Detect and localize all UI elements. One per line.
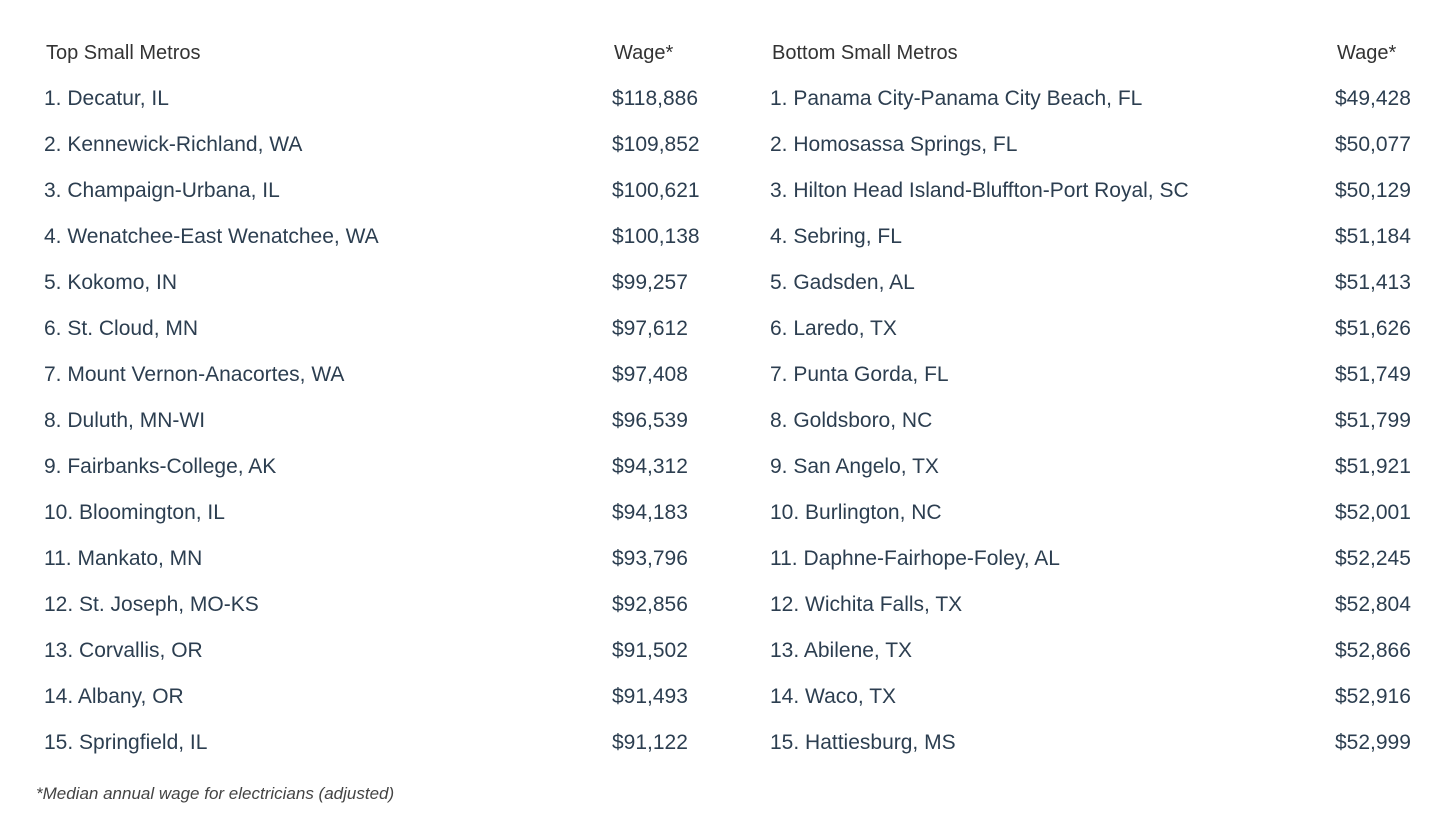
- top-metro-name: 10. Bloomington, IL: [44, 501, 225, 524]
- bottom-metro-name: 6. Laredo, TX: [770, 317, 897, 340]
- top-metro-name: 5. Kokomo, IN: [44, 271, 178, 294]
- bottom-metro-name: 13. Abilene, TX: [770, 639, 913, 662]
- bottom-metro-wage: $52,916: [1335, 685, 1411, 708]
- bottom-metro-name: 5. Gadsden, AL: [770, 271, 915, 294]
- top-metro-name: 14. Albany, OR: [44, 685, 184, 708]
- top-metro-wage: $94,312: [612, 455, 688, 478]
- top-metro-name: 3. Champaign-Urbana, IL: [44, 179, 280, 202]
- top-metro-wage: $91,493: [612, 685, 688, 708]
- bottom-metro-wage: $51,749: [1335, 363, 1411, 386]
- bottom-metro-name: 10. Burlington, NC: [770, 501, 942, 524]
- top-metro-wage: $97,408: [612, 363, 688, 386]
- bottom-metros-header: Bottom Small Metros: [772, 42, 958, 64]
- bottom-metro-wage: $49,428: [1335, 87, 1411, 110]
- bottom-metro-name: 3. Hilton Head Island-Bluffton-Port Roya…: [770, 179, 1189, 202]
- bottom-metro-name: 14. Waco, TX: [770, 685, 897, 708]
- top-metro-name: 6. St. Cloud, MN: [44, 317, 199, 340]
- top-metro-wage: $91,122: [612, 731, 688, 754]
- bottom-metro-name: 7. Punta Gorda, FL: [770, 363, 949, 386]
- bottom-metro-wage: $52,866: [1335, 639, 1411, 662]
- top-metro-wage: $99,257: [612, 271, 688, 294]
- bottom-metro-name: 15. Hattiesburg, MS: [770, 731, 956, 754]
- top-metro-name: 9. Fairbanks-College, AK: [44, 455, 277, 478]
- top-metro-wage: $118,886: [612, 87, 699, 110]
- bottom-metro-name: 12. Wichita Falls, TX: [770, 593, 963, 616]
- bottom-metro-name: 8. Goldsboro, NC: [770, 409, 933, 432]
- bottom-metro-wage: $51,626: [1335, 317, 1411, 340]
- bottom-metro-wage: $50,129: [1335, 179, 1411, 202]
- top-metro-name: 2. Kennewick-Richland, WA: [44, 133, 303, 156]
- top-metro-wage: $93,796: [612, 547, 688, 570]
- top-metro-wage: $100,621: [612, 179, 700, 202]
- top-metro-wage: $96,539: [612, 409, 688, 432]
- top-metro-name: 4. Wenatchee-East Wenatchee, WA: [44, 225, 379, 248]
- top-metro-wage: $100,138: [612, 225, 700, 248]
- bottom-wage-header: Wage*: [1337, 42, 1397, 64]
- bottom-metro-name: 4. Sebring, FL: [770, 225, 902, 248]
- bottom-metro-name: 2. Homosassa Springs, FL: [770, 133, 1018, 156]
- top-wage-header: Wage*: [614, 42, 674, 64]
- top-metro-wage: $94,183: [612, 501, 688, 524]
- bottom-metro-wage: $51,799: [1335, 409, 1411, 432]
- bottom-metro-wage: $52,804: [1335, 593, 1411, 616]
- top-metro-name: 12. St. Joseph, MO-KS: [44, 593, 259, 616]
- top-metro-name: 13. Corvallis, OR: [44, 639, 203, 662]
- bottom-metro-wage: $52,001: [1335, 501, 1411, 524]
- bottom-metro-wage: $51,184: [1335, 225, 1411, 248]
- bottom-metro-wage: $52,245: [1335, 547, 1411, 570]
- top-metro-wage: $97,612: [612, 317, 688, 340]
- top-metro-wage: $92,856: [612, 593, 688, 616]
- top-metros-header: Top Small Metros: [46, 42, 201, 64]
- top-metro-wage: $91,502: [612, 639, 688, 662]
- top-metro-wage: $109,852: [612, 133, 700, 156]
- bottom-metro-wage: $50,077: [1335, 133, 1411, 156]
- top-metro-name: 11. Mankato, MN: [44, 547, 203, 570]
- bottom-metro-name: 9. San Angelo, TX: [770, 455, 939, 478]
- bottom-metro-wage: $51,921: [1335, 455, 1411, 478]
- bottom-metro-wage: $52,999: [1335, 731, 1411, 754]
- bottom-metro-wage: $51,413: [1335, 271, 1411, 294]
- top-metro-name: 8. Duluth, MN-WI: [44, 409, 206, 432]
- top-metro-name: 15. Springfield, IL: [44, 731, 208, 754]
- top-metro-name: 1. Decatur, IL: [44, 87, 169, 110]
- top-metro-name: 7. Mount Vernon-Anacortes, WA: [44, 363, 345, 386]
- footnote: *Median annual wage for electricians (ad…: [36, 784, 395, 803]
- bottom-metro-name: 11. Daphne-Fairhope-Foley, AL: [770, 547, 1060, 570]
- bottom-metro-name: 1. Panama City-Panama City Beach, FL: [770, 87, 1143, 110]
